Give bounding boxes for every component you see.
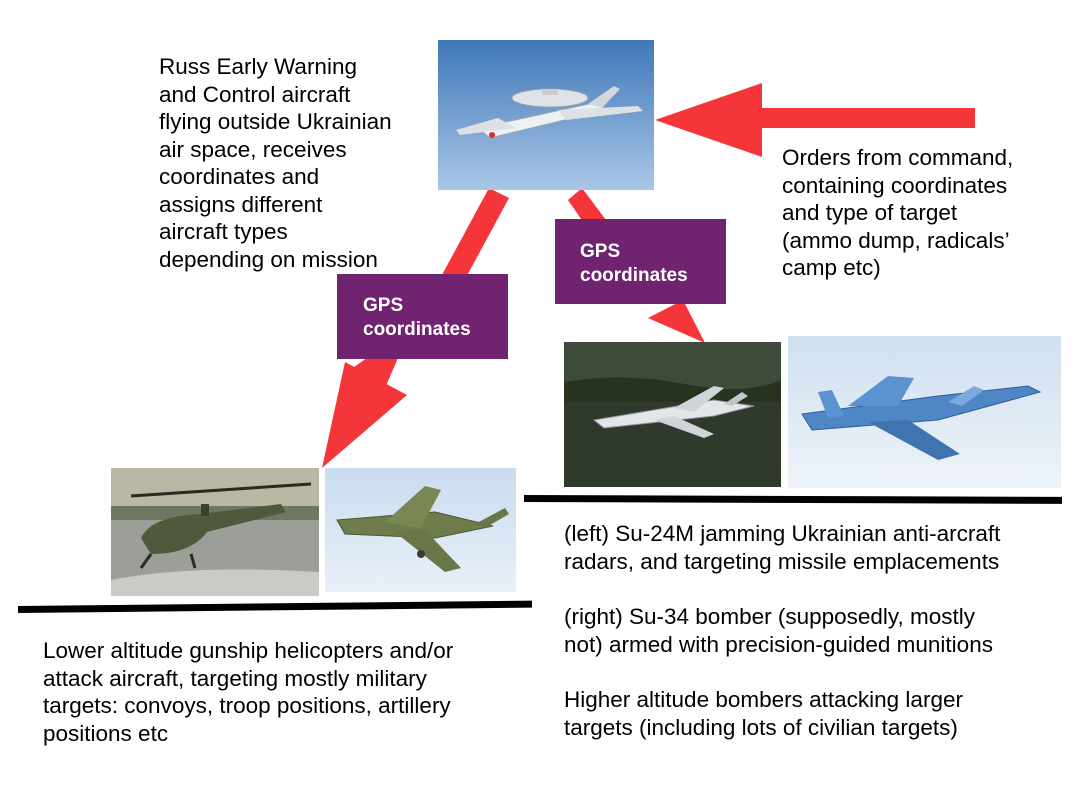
- awacs-photo: [438, 40, 654, 190]
- su34-photo: [788, 336, 1061, 488]
- gps-right-label: GPS coordinates: [580, 241, 688, 286]
- su24-photo: [564, 342, 781, 487]
- lower-altitude-description: Lower altitude gunship helicopters and/o…: [43, 638, 454, 746]
- orders-description: Orders from command, containing coordina…: [782, 145, 1014, 280]
- gps-coordinates-badge-right: GPS coordinates: [555, 219, 726, 304]
- helicopter-photo: [111, 468, 319, 596]
- higher-altitude-description: Higher altitude bombers attacking larger…: [564, 687, 963, 740]
- arrow-command-to-awacs: [655, 83, 975, 157]
- awacs-description: Russ Early Warning and Control aircraft …: [159, 54, 392, 272]
- gps-left-label: GPS coordinates: [363, 295, 471, 340]
- arrow-awacs-to-right-head: [648, 300, 705, 343]
- arrow-awacs-to-left-head: [322, 362, 407, 468]
- arrow-awacs-to-left-mid: [350, 350, 398, 388]
- su34-description: (right) Su-34 bomber (supposedly, mostly…: [564, 604, 993, 657]
- su24-description: (left) Su-24M jamming Ukrainian anti-arc…: [564, 521, 1001, 574]
- su25-photo: [325, 468, 516, 592]
- gps-coordinates-badge-left: GPS coordinates: [337, 274, 508, 359]
